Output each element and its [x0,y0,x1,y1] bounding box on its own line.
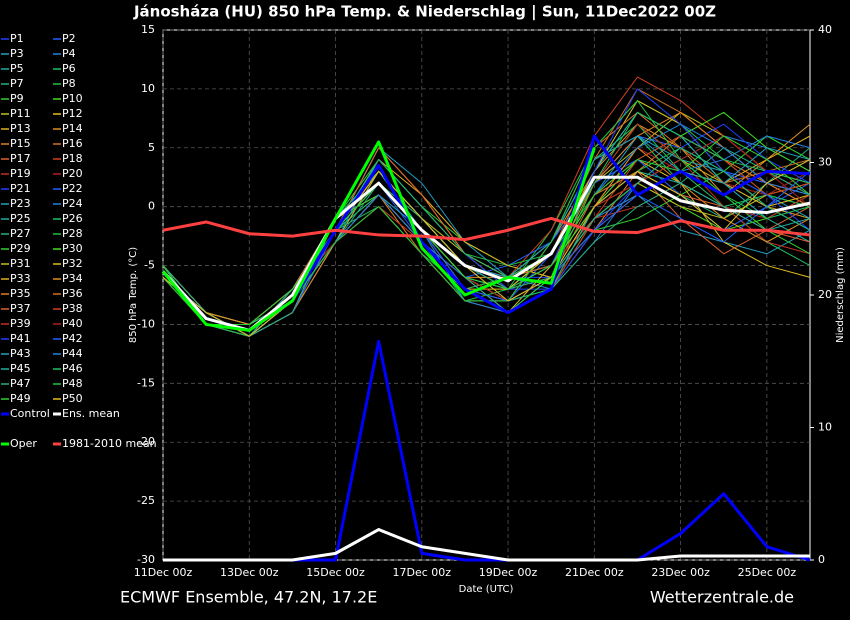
series-line [161,140,596,332]
series-line [161,175,811,332]
legend-label: P49 [10,392,31,405]
legend-label: P22 [62,182,83,195]
legend-label: P9 [10,92,24,105]
legend-label: P28 [62,227,83,240]
x-tick-label: 15Dec 00z [306,566,365,579]
y-axis-label: 850 hPa Temp. (°C) [128,247,139,343]
legend-label: Oper [10,437,37,450]
legend-label: P19 [10,167,31,180]
legend-label: P5 [10,62,24,75]
legend-label: P14 [62,122,83,135]
y2-tick-label: 20 [818,288,832,301]
y2-tick-label: 0 [818,553,825,566]
legend-label: P17 [10,152,31,165]
legend-label: P39 [10,317,31,330]
legend-label: P15 [10,137,31,150]
legend-label: 1981-2010 mean [62,437,157,450]
series-line [162,216,811,242]
x-tick-label: 11Dec 00z [134,566,193,579]
legend-label: P44 [62,347,83,360]
footer-right: Wetterzentrale.de [650,588,794,607]
legend-label: P11 [10,107,31,120]
legend-label: P38 [62,302,83,315]
y-tick-label: -5 [144,259,155,272]
y-tick-label: 0 [148,200,155,213]
y-tick-label: 10 [141,82,155,95]
legend-label: Control [10,407,50,420]
legend-label: P24 [62,197,83,210]
y-tick-label: -10 [137,317,155,330]
y2-tick-label: 10 [818,421,832,434]
legend-label: P34 [62,272,83,285]
legend-label: P41 [10,332,31,345]
legend-label: P4 [62,47,76,60]
legend-label: P20 [62,167,83,180]
precip-line [163,528,810,562]
legend-label: P30 [62,242,83,255]
legend-label: P33 [10,272,31,285]
legend-label: P3 [10,47,24,60]
x-axis-label: Date (UTC) [459,584,514,595]
series-line [162,159,811,337]
legend-label: P35 [10,287,31,300]
x-tick-label: 23Dec 00z [651,566,710,579]
y-tick-label: 5 [148,141,155,154]
legend-label: P45 [10,362,31,375]
legend-label: P26 [62,212,83,225]
legend-label: P12 [62,107,83,120]
legend-label: P48 [62,377,83,390]
legend-label: P31 [10,257,31,270]
y-tick-label: -20 [137,435,155,448]
y-tick-label: 15 [141,23,155,36]
x-tick-label: 21Dec 00z [565,566,624,579]
y-tick-label: -15 [137,376,155,389]
legend-label: P37 [10,302,31,315]
legend-label: P1 [10,32,24,45]
legend-label: P32 [62,257,83,270]
legend-label: P6 [62,62,76,75]
legend-label: P8 [62,77,76,90]
legend-label: P10 [62,92,83,105]
x-tick-label: 13Dec 00z [220,566,279,579]
series-line [162,147,811,337]
legend-label: P36 [62,287,83,300]
legend-label: P18 [62,152,83,165]
legend-label: P25 [10,212,31,225]
legend-label: Ens. mean [62,407,120,420]
legend-label: P13 [10,122,31,135]
legend-label: P27 [10,227,31,240]
legend-label: P23 [10,197,31,210]
y2-axis-label: Niederschlag (mm) [835,247,846,343]
y-tick-label: -25 [137,494,155,507]
footer-left: ECMWF Ensemble, 47.2N, 17.2E [120,588,377,607]
x-tick-label: 19Dec 00z [479,566,538,579]
chart-title: Jánosháza (HU) 850 hPa Temp. & Niedersch… [133,3,716,22]
y2-tick-label: 40 [818,23,832,36]
legend-label: P47 [10,377,31,390]
x-tick-label: 17Dec 00z [393,566,452,579]
legend-label: P2 [62,32,76,45]
x-tick-label: 25Dec 00z [738,566,797,579]
legend-label: P7 [10,77,24,90]
y-tick-label: -30 [137,553,155,566]
y2-tick-label: 30 [818,156,832,169]
legend-label: P29 [10,242,31,255]
legend-label: P16 [62,137,83,150]
legend-label: P40 [62,317,83,330]
legend-label: P21 [10,182,31,195]
legend-label: P46 [62,362,83,375]
legend-label: P42 [62,332,83,345]
legend-label: P43 [10,347,31,360]
legend-label: P50 [62,392,83,405]
